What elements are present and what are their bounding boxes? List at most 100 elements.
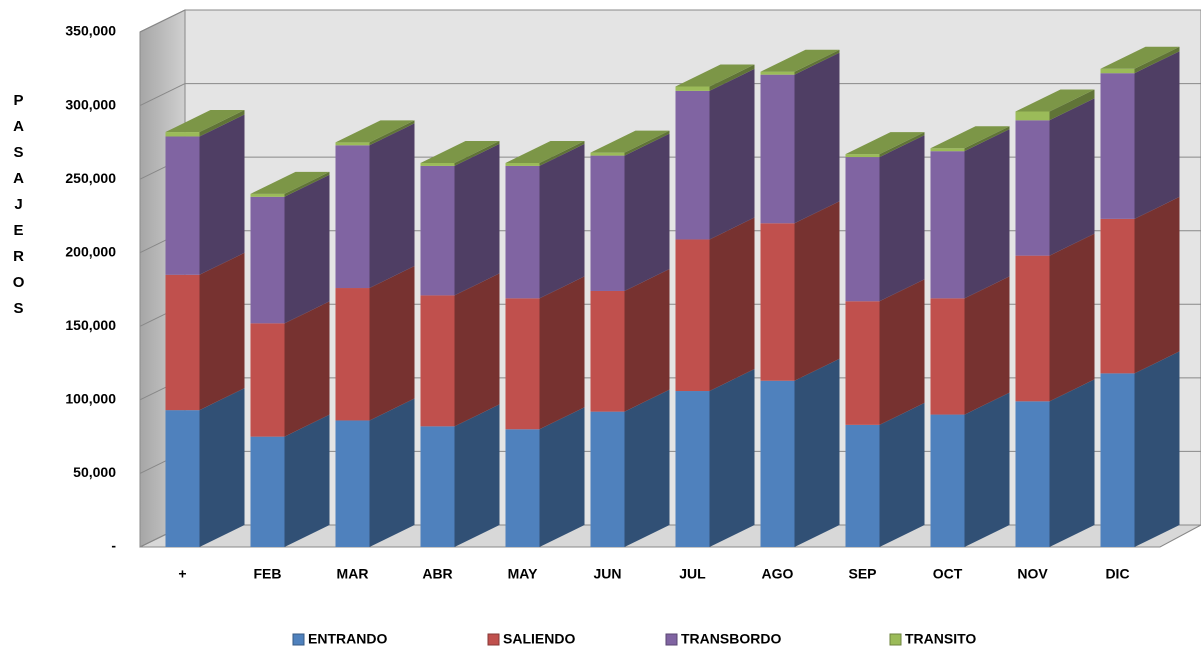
bar-top bbox=[505, 140, 585, 163]
x-tick-label: FEB bbox=[254, 566, 282, 582]
bar bbox=[845, 301, 880, 425]
bar-side bbox=[709, 217, 755, 392]
bar-side bbox=[199, 388, 245, 547]
bar-side bbox=[1134, 51, 1180, 219]
bar-side bbox=[1049, 89, 1095, 121]
bar-side bbox=[369, 123, 415, 289]
bar-top bbox=[845, 132, 925, 155]
bar bbox=[1015, 255, 1050, 402]
bar bbox=[165, 410, 200, 547]
bar bbox=[760, 74, 795, 224]
bar bbox=[335, 142, 370, 146]
bar-top bbox=[930, 126, 1010, 149]
x-tick-label: OCT bbox=[933, 566, 963, 582]
y-axis-label: PASAJEROS bbox=[10, 92, 27, 326]
bar bbox=[250, 436, 285, 547]
bar-side bbox=[964, 129, 1010, 299]
bar bbox=[675, 239, 710, 392]
bar-side bbox=[199, 114, 245, 275]
bar bbox=[1100, 68, 1135, 74]
bar bbox=[845, 154, 880, 158]
bar-side bbox=[879, 135, 925, 302]
bar bbox=[250, 323, 285, 437]
legend-label: ENTRANDO bbox=[308, 631, 387, 647]
bar bbox=[930, 148, 965, 152]
bar-top bbox=[335, 120, 415, 143]
bar-side bbox=[1134, 351, 1180, 547]
bar bbox=[1100, 218, 1135, 374]
bar-side bbox=[539, 140, 585, 166]
bar-side bbox=[539, 276, 585, 430]
bar-side bbox=[709, 64, 755, 91]
bar-side bbox=[284, 414, 330, 547]
bar-side bbox=[964, 126, 1010, 152]
bar-side bbox=[964, 276, 1010, 415]
bar-top bbox=[1015, 89, 1095, 112]
bar-side bbox=[1134, 46, 1180, 74]
bar bbox=[165, 136, 200, 275]
legend-swatch bbox=[889, 633, 902, 646]
bar-side bbox=[624, 130, 670, 156]
bar-side bbox=[794, 49, 840, 75]
bar-side bbox=[369, 398, 415, 547]
x-tick-label: JUN bbox=[593, 566, 621, 582]
bar-side bbox=[539, 143, 585, 299]
bar bbox=[845, 424, 880, 547]
bar-top bbox=[590, 130, 670, 153]
y-tick-label: 300,000 bbox=[65, 96, 116, 112]
bar-side bbox=[284, 171, 330, 197]
bar bbox=[505, 429, 540, 547]
bar bbox=[675, 90, 710, 240]
bar-side bbox=[1049, 233, 1095, 402]
y-tick-label: 350,000 bbox=[65, 23, 116, 39]
bar bbox=[420, 295, 455, 427]
bar-side bbox=[879, 132, 925, 158]
bar-side bbox=[454, 404, 500, 547]
bar-top bbox=[165, 110, 245, 133]
bar bbox=[1100, 73, 1135, 219]
x-tick-label: MAR bbox=[337, 566, 369, 582]
bar bbox=[930, 151, 965, 299]
bar bbox=[1015, 111, 1050, 121]
bar-side bbox=[709, 369, 755, 547]
bar bbox=[760, 71, 795, 75]
x-tick-label: SEP bbox=[848, 566, 876, 582]
bar bbox=[505, 162, 540, 166]
legend-label: SALIENDO bbox=[503, 631, 575, 647]
bar-side bbox=[199, 252, 245, 411]
x-tick-label: NOV bbox=[1017, 566, 1048, 582]
bar-side bbox=[709, 68, 755, 240]
bar bbox=[165, 274, 200, 411]
bar-side bbox=[1134, 196, 1180, 374]
bar bbox=[420, 165, 455, 296]
bar bbox=[1015, 401, 1050, 547]
bar bbox=[590, 411, 625, 547]
bar-top bbox=[420, 140, 500, 163]
bar-side bbox=[794, 358, 840, 547]
bar-top bbox=[250, 171, 330, 194]
bar bbox=[250, 196, 285, 324]
x-tick-label: MAY bbox=[508, 566, 538, 582]
bar-side bbox=[454, 143, 500, 296]
bar-side bbox=[454, 273, 500, 427]
legend-label: TRANSBORDO bbox=[681, 631, 781, 647]
bar bbox=[675, 86, 710, 91]
bar-side bbox=[369, 120, 415, 146]
x-tick-label: DIC bbox=[1105, 566, 1129, 582]
bar-side bbox=[879, 402, 925, 547]
bar bbox=[930, 298, 965, 415]
bar-side bbox=[284, 301, 330, 437]
bar bbox=[760, 380, 795, 547]
bar bbox=[590, 152, 625, 156]
bar-side bbox=[624, 389, 670, 547]
bar bbox=[845, 157, 880, 302]
x-tick-label: JUL bbox=[679, 566, 706, 582]
bar-side bbox=[284, 174, 330, 324]
x-tick-label: ABR bbox=[422, 566, 452, 582]
bar-side bbox=[794, 52, 840, 224]
legend-swatch bbox=[487, 633, 500, 646]
bar-side bbox=[624, 268, 670, 412]
bar-side bbox=[794, 201, 840, 381]
x-tick-label: AGO bbox=[762, 566, 794, 582]
